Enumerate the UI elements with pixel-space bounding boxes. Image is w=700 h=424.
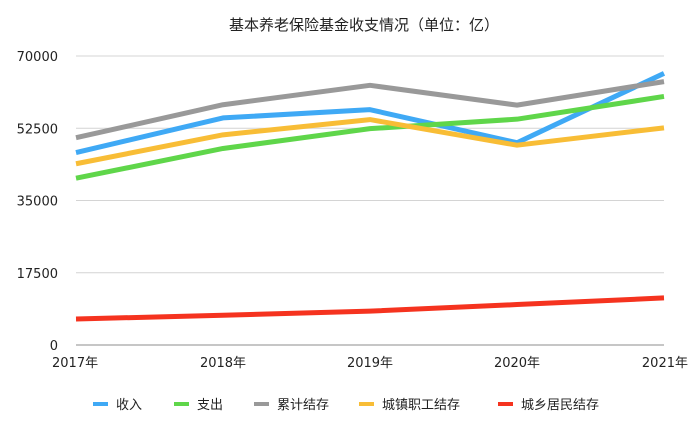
- series-line-5: [75, 295, 665, 322]
- series-lines: [75, 71, 666, 322]
- series-line-1: [75, 71, 666, 156]
- x-axis-ticks: 2017年 2018年 2019年 2020年 2021年: [52, 356, 688, 371]
- x-tick-label: 2018年: [200, 356, 246, 371]
- series-line-2: [75, 93, 665, 181]
- chart-title: 基本养老保险基金收支情况（单位：亿）: [229, 16, 499, 34]
- x-tick-label: 2021年: [642, 356, 688, 371]
- legend-label: 城镇职工结存: [382, 398, 460, 413]
- x-tick-label: 2020年: [494, 356, 540, 371]
- legend-item: 城镇职工结存: [359, 398, 460, 413]
- y-tick-label: 52500: [17, 122, 58, 137]
- y-tick-label: 0: [50, 339, 58, 354]
- legend-item: 累计结存: [254, 398, 329, 413]
- legend-label: 累计结存: [277, 398, 329, 413]
- legend-item: 收入: [93, 398, 142, 413]
- legend-label: 城乡居民结存: [521, 398, 599, 413]
- series-line-4: [75, 117, 665, 167]
- legend-label: 支出: [197, 398, 223, 413]
- x-tick-label: 2017年: [52, 356, 98, 371]
- y-axis-ticks: 0 17500 35000 52500 70000: [17, 50, 58, 354]
- series-line-3: [75, 79, 665, 141]
- y-tick-label: 70000: [17, 50, 58, 65]
- x-tick-label: 2019年: [347, 356, 393, 371]
- legend-item: 城乡居民结存: [498, 398, 599, 413]
- y-tick-label: 17500: [17, 267, 58, 282]
- y-tick-label: 35000: [17, 195, 58, 210]
- legend-label: 收入: [116, 398, 142, 413]
- legend-item: 支出: [174, 398, 223, 413]
- legend: 收入 支出 累计结存 城镇职工结存 城乡居民结存: [93, 398, 599, 413]
